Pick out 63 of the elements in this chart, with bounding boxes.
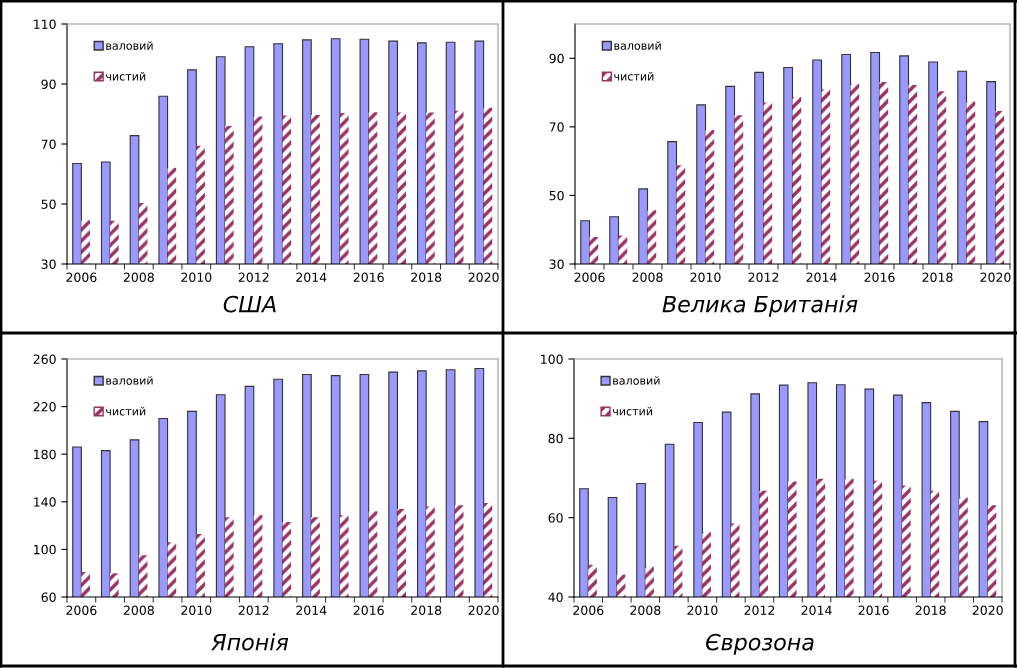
- x-tick-label: 2018: [411, 272, 442, 283]
- x-tick-label: 2006: [66, 272, 97, 283]
- y-tick-label: 80: [548, 433, 563, 444]
- x-tick-label: 2020: [972, 605, 1003, 616]
- y-tick-label: 60: [41, 592, 56, 602]
- x-tick-label: 2008: [123, 272, 154, 283]
- y-tick-label: 90: [41, 79, 56, 89]
- x-tick-label: 2006: [66, 605, 97, 616]
- y-tick-label: 40: [548, 592, 563, 602]
- y-tick-label: 70: [41, 139, 56, 149]
- x-tick-label: 2020: [980, 272, 1011, 283]
- y-tick-label: 30: [549, 259, 564, 269]
- x-tick-label: 2008: [123, 605, 154, 616]
- text: США: [223, 295, 276, 313]
- text: Єврозона: [706, 633, 814, 655]
- x-tick-label: 2020: [468, 272, 499, 283]
- x-tick-label: 2014: [296, 605, 327, 616]
- x-tick-label: 2016: [353, 605, 384, 616]
- x-tick-label: 2014: [806, 272, 837, 283]
- y-tick-label: 90: [549, 53, 564, 64]
- y-tick-label: 60: [548, 513, 563, 523]
- y-tick-label: 220: [33, 402, 56, 412]
- x-tick-label: 2016: [858, 605, 889, 616]
- text: Велика Британія: [662, 295, 858, 317]
- x-tick-label: 2010: [181, 605, 212, 616]
- x-tick-label: 2018: [915, 605, 946, 616]
- y-tick-label: 100: [34, 544, 56, 555]
- x-tick-label: 2016: [864, 272, 895, 283]
- x-tick-label: 2020: [468, 605, 499, 616]
- y-tick-label: 110: [34, 19, 56, 29]
- x-tick-label: 2006: [574, 272, 605, 283]
- x-tick-label: 2012: [744, 605, 775, 616]
- x-tick-label: 2014: [296, 272, 327, 283]
- y-tick-label: 140: [34, 497, 56, 507]
- y-tick-label: 180: [34, 449, 56, 460]
- legend-label: валовий: [106, 41, 153, 50]
- text: Японія: [211, 633, 289, 651]
- x-tick-label: 2006: [573, 605, 604, 616]
- y-tick-label: 50: [41, 199, 56, 209]
- legend-label: валовий: [614, 41, 661, 50]
- x-tick-label: 2010: [181, 272, 212, 283]
- x-tick-label: 2012: [238, 605, 269, 616]
- legend-label: валовий: [106, 376, 153, 385]
- legend-label: чистий: [106, 72, 146, 81]
- legend-label: чистий: [614, 72, 654, 81]
- x-tick-label: 2008: [630, 605, 661, 616]
- y-tick-label: 100: [541, 354, 563, 364]
- x-tick-label: 2018: [411, 605, 442, 616]
- x-tick-label: 2008: [632, 272, 663, 283]
- legend-label: чистий: [106, 406, 146, 416]
- y-tick-label: 260: [33, 354, 56, 364]
- x-tick-label: 2012: [238, 272, 269, 283]
- x-tick-label: 2016: [353, 272, 384, 283]
- y-tick-label: 50: [549, 190, 564, 201]
- legend-label: валовий: [613, 376, 660, 385]
- x-tick-label: 2014: [801, 605, 832, 616]
- y-tick-label: 70: [549, 122, 564, 132]
- x-tick-label: 2010: [687, 605, 718, 616]
- legend-label: чистий: [613, 406, 653, 416]
- x-tick-label: 2018: [922, 272, 953, 283]
- y-tick-label: 30: [41, 259, 56, 269]
- x-tick-label: 2010: [690, 272, 721, 283]
- x-tick-label: 2012: [748, 272, 779, 283]
